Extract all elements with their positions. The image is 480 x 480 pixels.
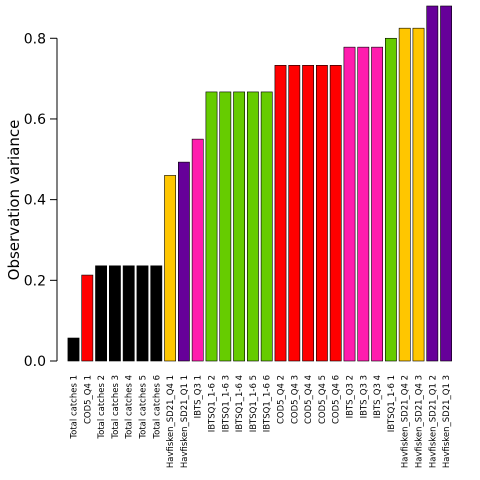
x-tick-label: IBTSQ1_1-6 3: [221, 375, 231, 432]
x-tick-label: Total catches 4: [125, 375, 135, 440]
x-tick-label: Total catches 1: [70, 375, 80, 440]
bar: [440, 5, 452, 362]
x-tick-label: IBTS_Q3 3: [359, 375, 369, 418]
x-tick-label: COD5_Q4 5: [318, 375, 328, 424]
x-tick-label: Total catches 3: [111, 375, 121, 440]
x-tick-label: Total catches 5: [139, 375, 149, 440]
bar: [302, 65, 314, 362]
x-tick-label: Havfisken_SD21_Q4 1: [166, 375, 176, 468]
x-tick-label: IBTSQ1_1-6 5: [249, 375, 259, 432]
x-tick-label: Havfisken_SD21_Q1 2: [428, 375, 438, 468]
bar: [219, 91, 232, 362]
x-tick-label: Total catches 2: [97, 375, 107, 440]
bar: [67, 337, 80, 362]
bar: [260, 91, 273, 362]
x-tick-label: IBTS_Q3 4: [373, 375, 383, 418]
x-tick-label: COD5_Q4 2: [277, 375, 287, 424]
bar: [343, 46, 356, 362]
bar: [81, 274, 94, 362]
y-tick-label: 0.6: [24, 112, 46, 128]
bar: [274, 65, 287, 362]
y-tick-label: 0.4: [24, 193, 46, 209]
x-tick-label: Havfisken_SD21_Q4 3: [415, 375, 425, 468]
bar: [178, 161, 190, 362]
y-tick-label: 0.0: [24, 354, 46, 370]
bar: [233, 91, 245, 362]
y-tick-label: 0.8: [24, 31, 46, 47]
x-tick-labels: Total catches 1 COD5_Q4 1 Total catches 2 T…: [70, 375, 453, 468]
bar: [109, 265, 121, 362]
x-tick-label: COD5_Q4 3: [290, 375, 300, 424]
bar: [398, 27, 411, 362]
x-tick-label: Total catches 6: [152, 375, 162, 440]
bar: [426, 5, 439, 362]
bar: [191, 138, 204, 362]
x-tick-label: Havfisken_SD21_Q1 1: [180, 375, 190, 468]
y-axis: 0.0 0.2 0.4 0.6 0.8: [24, 31, 58, 370]
bars-group: [67, 5, 452, 362]
bar: [164, 175, 176, 362]
x-tick-label: COD5_Q4 4: [304, 375, 314, 424]
bar: [122, 265, 135, 362]
bar: [384, 37, 397, 362]
x-tick-label: COD5_Q4 6: [332, 375, 342, 424]
bar: [205, 91, 218, 362]
x-tick-label: IBTSQ1_1-6 2: [208, 375, 218, 432]
bar: [412, 27, 425, 362]
bar: [288, 65, 301, 362]
x-tick-label: Havfisken_SD21_Q4 2: [401, 375, 411, 468]
bar: [136, 265, 149, 362]
x-tick-label: IBTSQ1_1-6 4: [235, 375, 245, 432]
bar: [371, 46, 383, 362]
x-tick-label: Havfisken_SD21_Q1 3: [442, 375, 452, 468]
bar: [247, 91, 259, 362]
bar: [150, 265, 163, 362]
y-axis-title: Observation variance: [5, 120, 23, 281]
bar: [329, 65, 342, 362]
bar: [315, 65, 328, 362]
x-tick-label: IBTS_Q3 1: [194, 375, 204, 418]
bar: [357, 46, 370, 362]
x-tick-label: IBTSQ1_1-6 1: [387, 375, 397, 432]
y-tick-label: 0.2: [24, 273, 46, 289]
bar: [95, 265, 107, 362]
x-tick-label: IBTSQ1_1-6 6: [263, 375, 273, 432]
x-tick-label: IBTS_Q3 2: [346, 375, 356, 418]
x-tick-label: COD5_Q4 1: [83, 375, 93, 424]
